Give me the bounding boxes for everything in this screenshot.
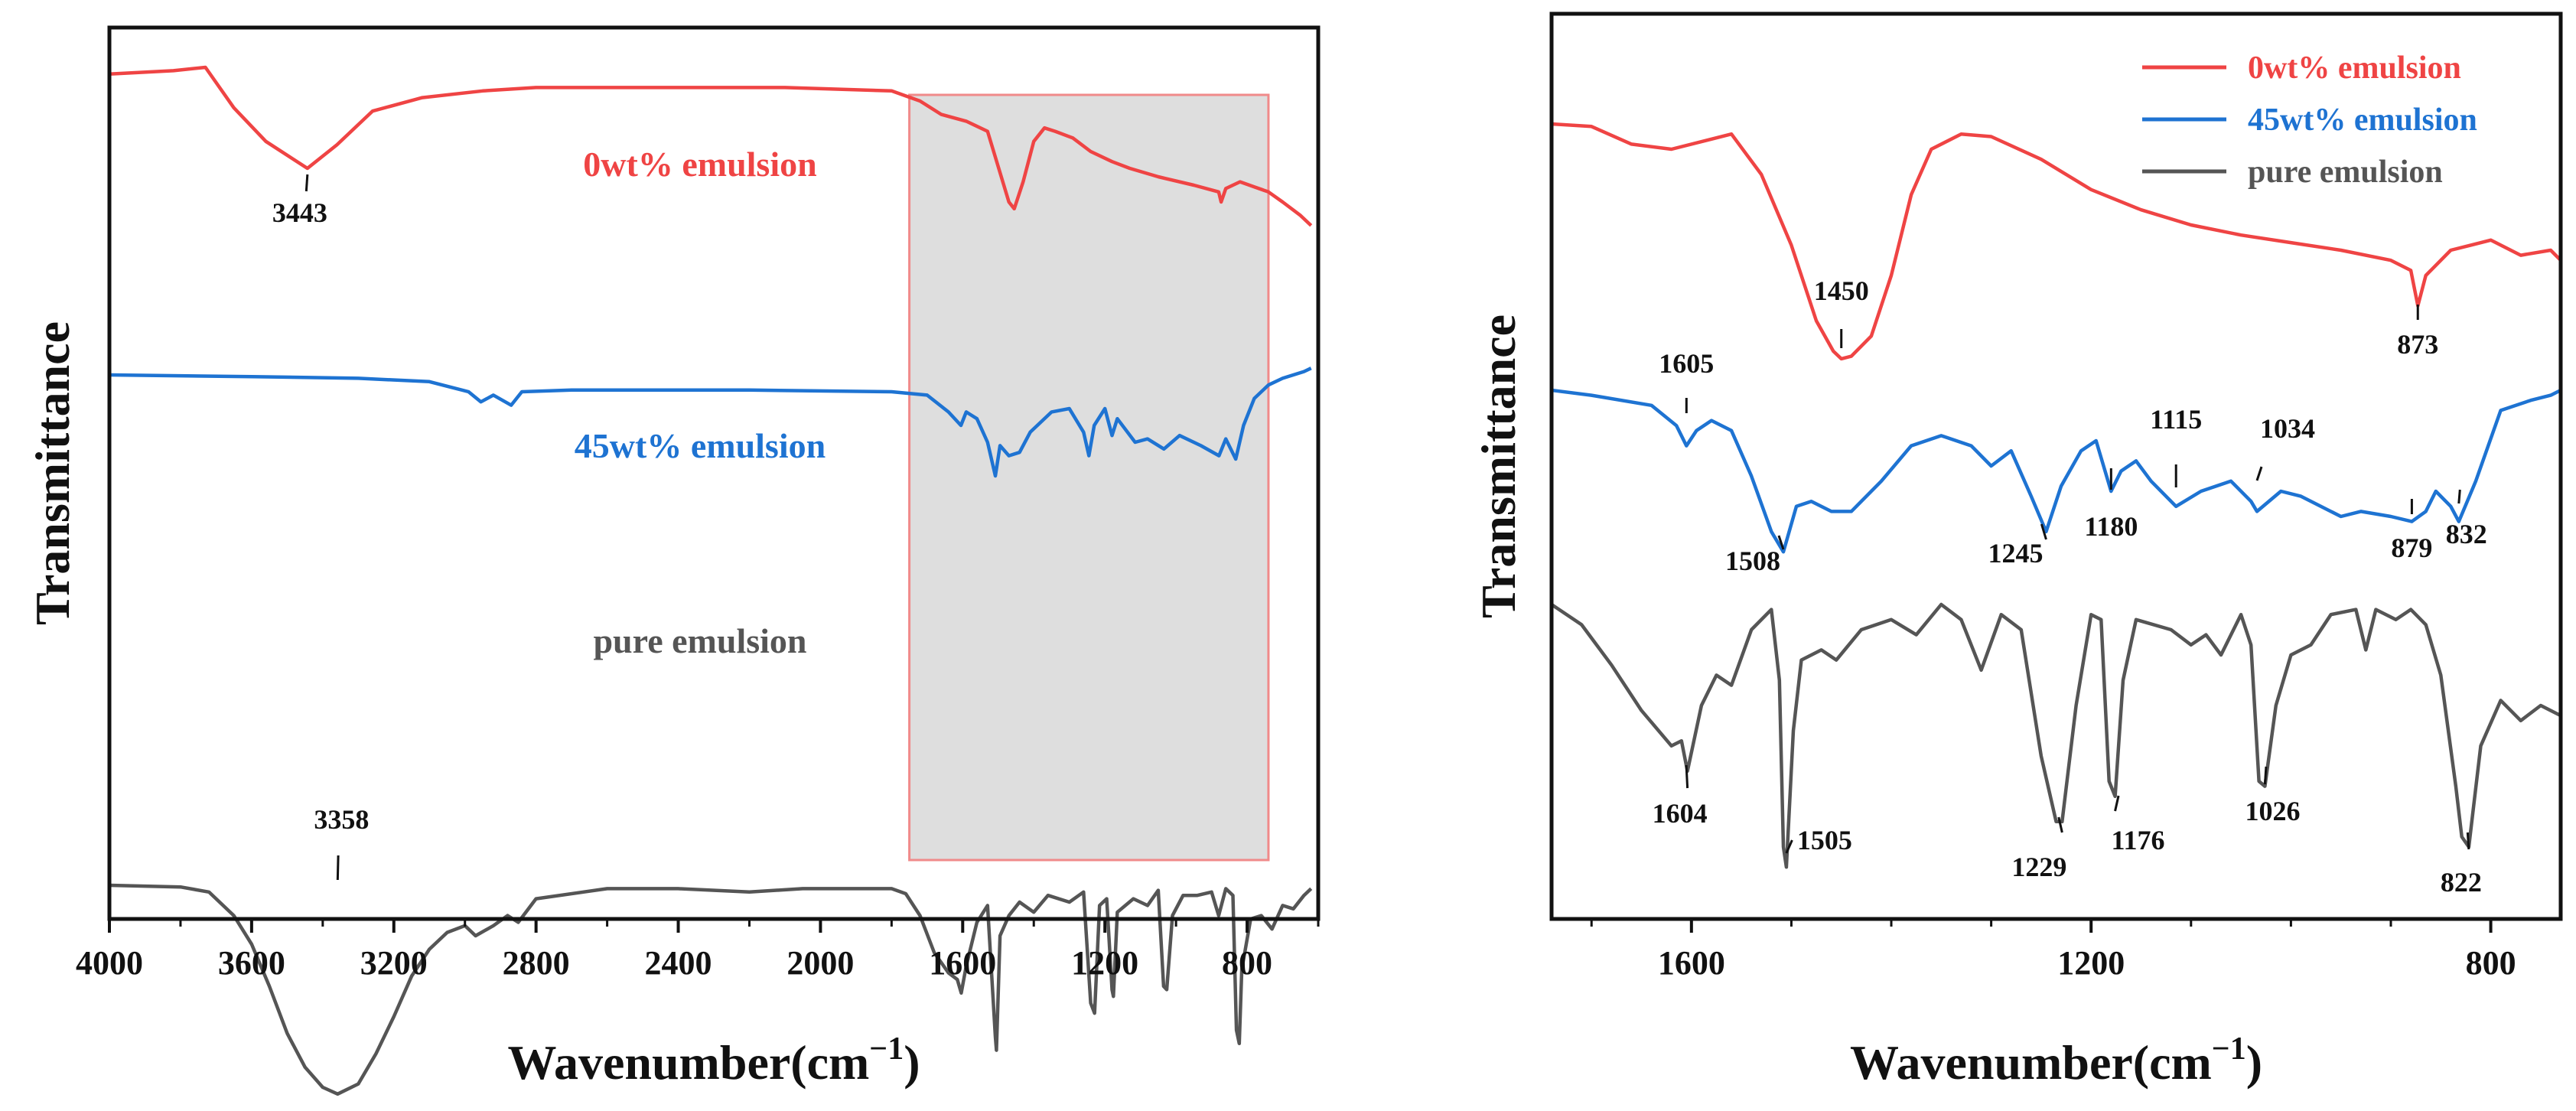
annotation-tick bbox=[2040, 523, 2047, 540]
annotation-tick bbox=[2263, 766, 2268, 785]
x-tick-label: 2400 bbox=[645, 944, 712, 982]
annotation-tick bbox=[2255, 466, 2263, 481]
annotation-label: 1115 bbox=[2150, 404, 2202, 435]
annotation-tick bbox=[1785, 839, 1793, 854]
annotation-label: 1026 bbox=[2245, 796, 2300, 826]
legend-label: 45wt% emulsion bbox=[2248, 103, 2477, 138]
x-tick-label: 4000 bbox=[76, 944, 143, 982]
x-tick-label: 800 bbox=[2466, 944, 2516, 982]
legend-label: pure emulsion bbox=[2248, 155, 2443, 190]
series-line-0wt-emulsion bbox=[109, 65, 1313, 227]
annotation-label: 832 bbox=[2446, 519, 2487, 549]
x-tick-label: 1200 bbox=[2057, 944, 2125, 982]
annotation-label: 1176 bbox=[2112, 825, 2165, 855]
series-line-pure-emulsion bbox=[1550, 602, 2562, 869]
x-tick-label: 3600 bbox=[218, 944, 285, 982]
annotation-label: 1229 bbox=[2011, 852, 2066, 882]
annotation-label: 822 bbox=[2441, 867, 2482, 898]
x-tick-label: 2000 bbox=[786, 944, 854, 982]
x-axis-title: Wavenumber(cm−1) bbox=[507, 1031, 920, 1090]
annotation-label: 1245 bbox=[1988, 538, 2043, 569]
annotation-label: 879 bbox=[2391, 533, 2432, 563]
x-tick-label: 1200 bbox=[1071, 944, 1138, 982]
x-tick-label: 3200 bbox=[360, 944, 428, 982]
series-line-pure-emulsion bbox=[109, 883, 1313, 1096]
annotation-label: 1180 bbox=[2084, 511, 2138, 542]
annotation-tick bbox=[2466, 832, 2470, 850]
annotation-tick bbox=[304, 174, 309, 192]
series-line-0wt-emulsion bbox=[1551, 122, 2562, 361]
annotation-label: 1605 bbox=[1659, 348, 1714, 379]
series-line-45wt-emulsion bbox=[109, 367, 1312, 478]
series-label: 45wt% emulsion bbox=[575, 426, 826, 465]
annotation-label: 1450 bbox=[1814, 275, 1869, 306]
annotation-label: 1508 bbox=[1725, 546, 1780, 576]
series-label: pure emulsion bbox=[593, 621, 806, 660]
x-tick-label: 1600 bbox=[1658, 944, 1725, 982]
annotation-tick bbox=[1777, 535, 1785, 550]
plot-frame bbox=[1549, 11, 2563, 921]
annotation-tick bbox=[2057, 816, 2063, 833]
annotation-label: 3443 bbox=[272, 197, 327, 228]
x-tick-label: 800 bbox=[1222, 944, 1272, 982]
annotation-tick bbox=[336, 855, 340, 881]
series-label: 0wt% emulsion bbox=[583, 145, 816, 184]
annotation-label: 873 bbox=[2397, 329, 2438, 360]
chart-panel-left: 3443 3358 0wt% emulsion 45wt% emulsion pure … bbox=[25, 25, 1321, 1096]
y-axis-title: Transmittance bbox=[1471, 314, 1526, 618]
annotation-label: 1034 bbox=[2260, 413, 2315, 444]
x-tick-label: 1600 bbox=[929, 944, 996, 982]
y-axis-title: Transmittance bbox=[25, 321, 80, 625]
series-line-45wt-emulsion bbox=[1551, 388, 2562, 554]
annotation-label: 1604 bbox=[1653, 798, 1708, 829]
annotation-tick bbox=[2457, 489, 2461, 504]
annotation-tick bbox=[2114, 795, 2120, 812]
legend-label: 0wt% emulsion bbox=[2248, 50, 2461, 86]
annotation-label: 3358 bbox=[314, 804, 369, 835]
plot-frame bbox=[107, 25, 1321, 921]
x-axis-title: Wavenumber(cm−1) bbox=[1850, 1031, 2262, 1090]
chart-panel-right: 1450 873 1605 1508 1245 1180 1115 1034 879 832 160… bbox=[1471, 11, 2563, 1090]
annotation-label: 1505 bbox=[1797, 825, 1852, 855]
highlight-region bbox=[908, 93, 1270, 862]
x-tick-label: 2800 bbox=[503, 944, 570, 982]
annotation-tick bbox=[1685, 764, 1689, 789]
